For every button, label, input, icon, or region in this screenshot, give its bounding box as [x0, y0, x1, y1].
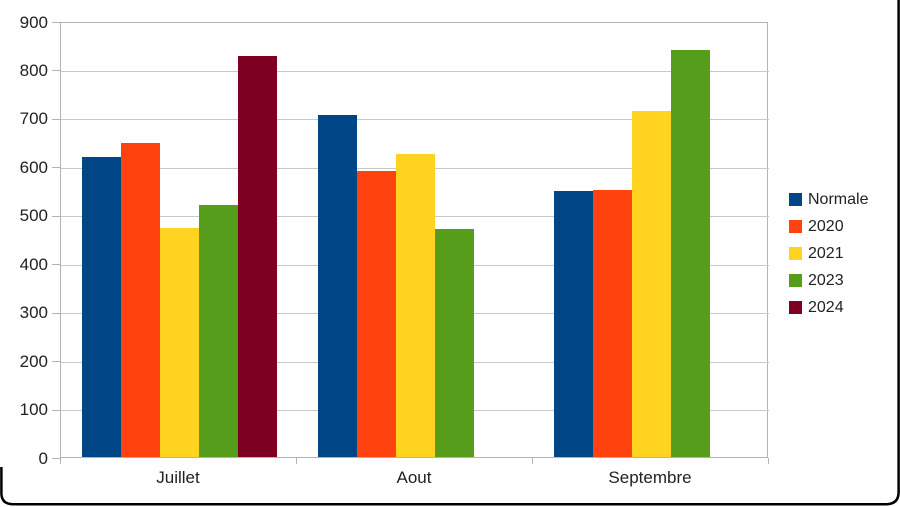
legend: Normale 2020 2021 2023 2024 — [789, 186, 868, 321]
bar-2020-aout — [356, 171, 396, 457]
legend-item-normale: Normale — [789, 186, 868, 213]
y-axis-label: 100 — [19, 400, 48, 420]
y-tick-0 — [52, 458, 60, 459]
y-tick-700 — [52, 118, 60, 120]
y-axis-label: 900 — [19, 12, 48, 32]
x-tick — [60, 458, 61, 464]
bar-2020-juillet — [120, 143, 160, 457]
bar-normale-juillet — [81, 156, 121, 457]
y-axis-label: 700 — [19, 109, 48, 129]
bar-2024-juillet — [237, 55, 277, 457]
legend-label: 2020 — [808, 217, 844, 235]
legend-item-2024: 2024 — [789, 294, 868, 321]
bar-2020-septembre — [592, 189, 632, 457]
legend-swatch-2023 — [789, 274, 802, 287]
legend-label: 2021 — [808, 244, 844, 262]
bar-2021-septembre — [631, 110, 671, 457]
y-tick-300 — [52, 312, 60, 314]
bar-normale-aout — [317, 115, 357, 457]
legend-label: Normale — [808, 190, 869, 208]
x-tick — [296, 458, 297, 464]
y-axis-label: 0 — [38, 448, 48, 468]
x-tick — [768, 458, 769, 464]
bar-2021-aout — [395, 154, 435, 457]
x-axis-label-septembre: Septembre — [608, 468, 692, 487]
bar-2023-septembre — [670, 50, 710, 457]
legend-item-2020: 2020 — [789, 213, 868, 240]
y-tick-500 — [52, 215, 60, 217]
y-tick-100 — [52, 409, 60, 411]
y-axis-label: 300 — [19, 303, 48, 323]
legend-item-2023: 2023 — [789, 267, 868, 294]
legend-swatch-2024 — [789, 301, 802, 314]
y-tick-900 — [52, 22, 60, 23]
legend-swatch-2021 — [789, 247, 802, 260]
x-axis-label-aout: Aout — [396, 468, 432, 487]
gridline-800 — [61, 70, 769, 72]
y-tick-400 — [52, 264, 60, 266]
y-tick-200 — [52, 361, 60, 363]
y-axis-label: 400 — [19, 254, 48, 274]
legend-swatch-2020 — [789, 220, 802, 233]
legend-label: 2023 — [808, 271, 844, 289]
y-axis-label: 200 — [19, 351, 48, 371]
y-axis-label: 500 — [19, 206, 48, 226]
y-axis-label: 800 — [19, 60, 48, 80]
bar-2023-aout — [434, 229, 474, 457]
bar-normale-septembre — [553, 190, 593, 457]
bar-2021-juillet — [159, 228, 199, 457]
x-axis-label-juillet: Juillet — [156, 468, 200, 487]
y-axis-label: 600 — [19, 157, 48, 177]
y-tick-600 — [52, 167, 60, 169]
x-tick — [532, 458, 533, 464]
bar-2023-juillet — [198, 205, 238, 457]
plot-area — [60, 22, 769, 458]
legend-item-2021: 2021 — [789, 240, 868, 267]
y-tick-800 — [52, 70, 60, 72]
legend-label: 2024 — [808, 298, 844, 316]
legend-swatch-normale — [789, 193, 802, 206]
